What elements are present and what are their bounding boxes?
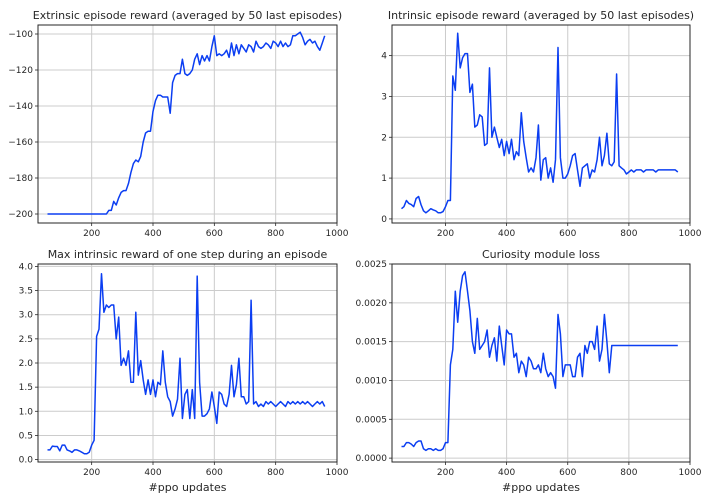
x-tick-label: 800 (620, 229, 637, 239)
chart-title: Intrinsic episode reward (averaged by 50… (388, 9, 694, 22)
x-tick-label: 400 (144, 468, 161, 478)
y-tick-label: 0 (381, 215, 387, 225)
y-tick-label: −200 (8, 210, 33, 220)
x-tick-label: 1000 (326, 229, 349, 239)
x-tick-label: 200 (437, 468, 454, 478)
x-axis-label: #ppo updates (149, 481, 227, 494)
series-line (401, 32, 679, 214)
y-tick-label: 3.0 (19, 311, 34, 321)
chart-panel-1: 200 400 600 800 1000 0 1 2 3 4 Intrinsic episode r… (381, 9, 701, 239)
x-tick-label: 400 (144, 229, 161, 239)
x-tick-label: 600 (559, 229, 576, 239)
y-tick-label: 1 (381, 174, 387, 184)
y-tick-label: 1.5 (19, 383, 33, 393)
y-tick-label: 0.0005 (356, 415, 388, 425)
plot-frame (37, 24, 338, 224)
x-tick-label: 600 (206, 229, 223, 239)
y-tick-label: 1.0 (19, 407, 34, 417)
y-tick-label: 4 (381, 52, 387, 62)
y-tick-label: 3 (381, 92, 387, 102)
plot-frame (391, 263, 691, 463)
chart-panel-2: 200 400 600 800 1000 0.0 0.5 1.0 1.5 2.0 2.5 3.0 3.5… (19, 248, 349, 494)
x-tick-label: 600 (206, 468, 223, 478)
y-tick-label: 0.0015 (356, 338, 388, 348)
plot-frame (391, 24, 691, 224)
chart-panel-0: 200 400 600 800 1000 −200 −180 −160 −140 −120 −100… (8, 9, 348, 239)
y-tick-label: 0.0010 (356, 376, 388, 386)
series-line (47, 272, 326, 455)
chart-title: Max intrinsic reward of one step during … (48, 248, 328, 261)
y-tick-label: −100 (8, 30, 33, 40)
x-tick-label: 600 (559, 468, 576, 478)
y-tick-label: 0.5 (19, 431, 33, 441)
y-tick-label: 2 (381, 133, 387, 143)
y-tick-label: −180 (8, 174, 33, 184)
y-tick-label: −160 (8, 138, 33, 148)
x-axis-label: #ppo updates (502, 481, 580, 494)
x-tick-label: 1000 (679, 229, 702, 239)
y-tick-label: 0.0020 (356, 299, 388, 309)
series-line (47, 31, 326, 215)
x-tick-label: 800 (620, 468, 637, 478)
x-tick-label: 400 (498, 468, 515, 478)
x-tick-label: 1000 (326, 468, 349, 478)
y-tick-label: 0.0000 (356, 454, 388, 464)
x-tick-label: 200 (83, 468, 100, 478)
x-tick-label: 800 (267, 468, 284, 478)
series-line (401, 271, 678, 452)
y-tick-label: 4.0 (19, 262, 34, 272)
y-tick-label: 2.5 (19, 335, 33, 345)
y-tick-label: 0.0025 (356, 260, 388, 270)
y-tick-label: 3.5 (19, 287, 33, 297)
chart-panel-3: 200 400 600 800 1000 0.0000 0.0005 0.0010 0.0015… (356, 248, 702, 494)
y-tick-label: 2.0 (19, 359, 34, 369)
x-tick-label: 400 (498, 229, 515, 239)
x-tick-label: 200 (437, 229, 454, 239)
y-tick-label: −120 (8, 66, 33, 76)
x-tick-label: 200 (83, 229, 100, 239)
x-tick-label: 800 (267, 229, 284, 239)
x-tick-label: 1000 (679, 468, 702, 478)
chart-title: Extrinsic episode reward (averaged by 50… (33, 9, 342, 22)
y-tick-label: 0.0 (19, 456, 34, 466)
chart-title: Curiosity module loss (482, 248, 600, 261)
y-tick-label: −140 (8, 102, 33, 112)
